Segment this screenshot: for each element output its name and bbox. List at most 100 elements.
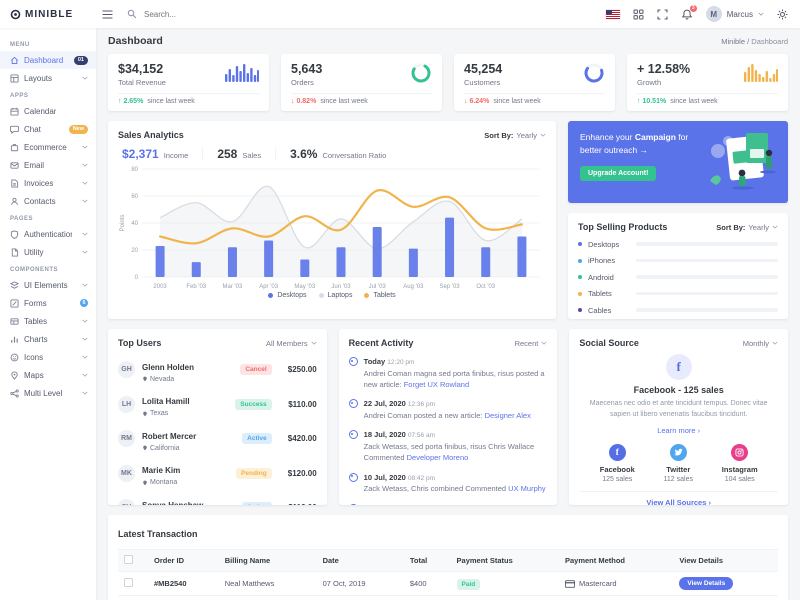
chevron-down-icon — [541, 341, 547, 345]
sidebar-item-authentication[interactable]: Authentication — [0, 225, 96, 243]
row-checkbox[interactable] — [124, 578, 133, 587]
contacts-icon — [10, 197, 19, 206]
user-row[interactable]: RM Robert Mercer California Active $420.… — [118, 426, 317, 452]
topbar-actions: 3 M Marcus — [605, 4, 800, 22]
stats-row: $34,152 Total Revenue ↑ 2.65% since last… — [108, 54, 788, 111]
sidebar-item-utility[interactable]: Utility — [0, 243, 96, 261]
stat-value: 45,254 — [464, 62, 503, 76]
product-row-iphones: iPhones — [578, 256, 778, 265]
sidebar-item-contacts[interactable]: Contacts — [0, 192, 96, 210]
sidebar-item-charts[interactable]: Charts — [0, 330, 96, 348]
bar-chart-icon — [10, 335, 19, 344]
view-details-button[interactable]: View Details — [679, 577, 734, 590]
sidebar-item-dashboard[interactable]: Dashboard 01 — [0, 51, 96, 69]
brand-name: MINIBLE — [25, 8, 74, 20]
recent-activity-filter-dropdown[interactable]: Recent — [515, 339, 548, 348]
stat-card-customers: 45,254 Customers ↓ 6.24% since last week — [454, 54, 615, 111]
card-title: Recent Activity — [348, 338, 414, 348]
stat-delta: ↓ 6.24% — [464, 98, 490, 105]
chart-legend: Desktops Laptops Tablets — [118, 292, 546, 299]
social-description: Maecenas nec odio et ante tincidunt temp… — [589, 400, 768, 418]
top-selling-sort-dropdown[interactable]: Sort By: Yearly — [716, 223, 778, 232]
settings-gear-icon[interactable] — [777, 9, 788, 20]
sidebar-item-multi-level[interactable]: Multi Level — [0, 384, 96, 402]
sidebar-item-ecommerce[interactable]: Ecommerce — [0, 138, 96, 156]
brand-logo[interactable]: MINIBLE — [0, 9, 96, 20]
sidebar-item-chat[interactable]: Chat New — [0, 120, 96, 138]
sidebar-item-email[interactable]: Email — [0, 156, 96, 174]
legend-desktops[interactable]: Desktops — [268, 292, 307, 299]
notifications-bell-icon[interactable]: 3 — [681, 4, 697, 20]
credit-card-icon — [564, 579, 575, 588]
sidebar-item-layouts[interactable]: Layouts — [0, 69, 96, 87]
sales-analytics-sort-dropdown[interactable]: Sort By: Yearly — [484, 131, 546, 140]
facebook-icon: f — [665, 354, 692, 380]
sidebar-item-icons[interactable]: Icons — [0, 348, 96, 366]
breadcrumb-parent[interactable]: Minible — [721, 36, 746, 46]
social-facebook[interactable]: f Facebook 125 sales — [600, 443, 635, 483]
product-row-android: Android — [578, 273, 778, 282]
order-id: #MB2541 — [148, 595, 219, 600]
dashboard-count-badge: 01 — [73, 55, 88, 65]
language-flag-us-icon[interactable] — [605, 9, 620, 19]
sidebar-item-invoices[interactable]: Invoices — [0, 174, 96, 192]
activity-link[interactable]: Forget UX Rowland — [403, 380, 470, 389]
user-row[interactable]: GH Glenn Holden Nevada Cancel $250.00 — [118, 357, 317, 383]
search-input[interactable] — [142, 8, 236, 20]
fullscreen-icon[interactable] — [657, 8, 668, 20]
chevron-down-icon — [82, 283, 88, 287]
stat-delta: ↓ 0.82% — [291, 98, 317, 105]
legend-laptops[interactable]: Laptops — [318, 292, 352, 299]
campaign-text: Enhance your Campaign for better outreac… — [580, 132, 689, 155]
user-row[interactable]: MK Marie Kim Montana Pending $120.00 — [118, 460, 317, 486]
user-amount: $250.00 — [287, 365, 317, 374]
sidebar-item-ui-elements[interactable]: UI Elements — [0, 276, 96, 294]
user-row[interactable]: SH Sonya Henshaw Colorado Active $112.00 — [118, 495, 317, 505]
invoice-icon — [10, 178, 19, 188]
social-instagram[interactable]: Instagram 104 sales — [722, 443, 758, 483]
top-users-filter-dropdown[interactable]: All Members — [266, 339, 317, 348]
stat-value: $34,152 — [118, 62, 164, 76]
chevron-down-icon — [772, 225, 778, 229]
stat-value: 5,643 — [291, 62, 323, 76]
home-icon — [10, 56, 19, 65]
user-row[interactable]: LH Lolita Hamill Texas Success $110.00 — [118, 391, 317, 417]
menu-toggle-button[interactable] — [102, 9, 113, 19]
timeline-dot-icon — [348, 503, 358, 505]
twitter-icon — [669, 443, 687, 461]
activity-item: 18 Jul, 2020 07:56 am Zack Wetass, sed p… — [348, 429, 548, 463]
social-twitter[interactable]: Twitter 112 sales — [664, 443, 693, 483]
svg-text:Jul '03: Jul '03 — [369, 284, 387, 290]
chevron-down-icon — [82, 199, 88, 203]
view-all-sources-link[interactable]: View All Sources › — [579, 490, 779, 505]
sidebar-item-maps[interactable]: Maps — [0, 366, 96, 384]
svg-text:Apr '03: Apr '03 — [259, 284, 278, 290]
col-view-details: View Details — [673, 549, 778, 572]
apps-grid-icon[interactable] — [633, 9, 644, 20]
status-badge: Active — [242, 433, 272, 444]
activity-link[interactable]: Developer Moreno — [406, 453, 469, 463]
social-source-filter-dropdown[interactable]: Monthly — [743, 339, 778, 348]
sidebar-item-calendar[interactable]: Calendar — [0, 102, 96, 120]
featured-source: Facebook - 125 sales — [633, 385, 724, 395]
chevron-down-icon — [82, 181, 88, 185]
activity-link[interactable]: Designer Alex — [484, 411, 531, 420]
top-users-card: Top Users All Members GH Glenn Holden Ne… — [108, 329, 327, 505]
chevron-down-icon — [311, 341, 317, 345]
sidebar-section-components: COMPONENTS — [10, 267, 59, 273]
learn-more-link[interactable]: Learn more › — [657, 425, 701, 435]
latest-transaction-card: Latest Transaction Order ID Billing Name… — [108, 515, 788, 600]
svg-text:Points: Points — [120, 215, 126, 232]
sidebar-item-tables[interactable]: Tables — [0, 312, 96, 330]
page-title: Dashboard — [108, 35, 163, 47]
sidebar-item-forms[interactable]: Forms 6 — [0, 294, 96, 312]
user-menu[interactable]: M Marcus — [705, 6, 764, 22]
upgrade-account-button[interactable]: Upgrade Account! — [580, 165, 657, 181]
breadcrumb: Minible / Dashboard — [721, 36, 788, 46]
legend-tablets[interactable]: Tablets — [364, 292, 396, 299]
card-title: Sales Analytics — [118, 130, 184, 140]
select-all-checkbox[interactable] — [124, 555, 133, 564]
customers-radial-icon — [584, 63, 604, 83]
activity-link[interactable]: UX Murphy — [508, 484, 546, 494]
